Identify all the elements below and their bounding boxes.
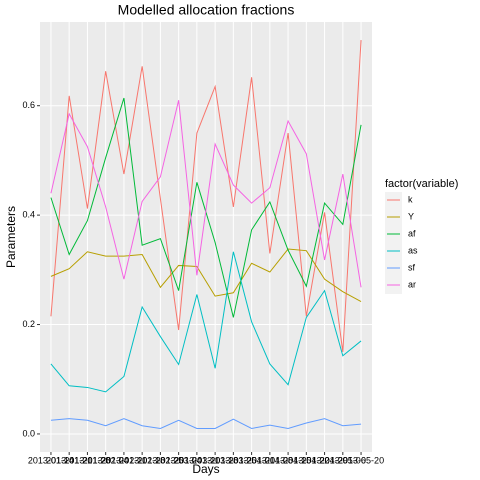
- legend-label: sf: [408, 262, 416, 272]
- x-tick-label: 2013-02-18: [119, 455, 165, 465]
- x-tick-label: 2013-04-08: [247, 455, 293, 465]
- x-tick-label: 2013-04-29: [302, 455, 348, 465]
- legend-label: Y: [408, 211, 414, 221]
- legend-label: as: [408, 245, 418, 255]
- legend-label: ar: [408, 279, 416, 289]
- x-tick-label: 2013-05-20: [338, 455, 384, 465]
- legend-title: factor(variable): [385, 178, 458, 190]
- panel: [40, 22, 372, 452]
- x-tick-label: 2013-03-25: [210, 455, 256, 465]
- x-tick-label: 2013-02-25: [137, 455, 183, 465]
- x-tick-label: 2013-05-06: [320, 455, 366, 465]
- line: [50, 100, 362, 288]
- x-tick-label: 2013-01-14: [28, 455, 74, 465]
- x-axis-label: Days: [192, 462, 219, 476]
- x-tick-label: 2013-02-11: [101, 455, 146, 465]
- y-tick-label: 0.0: [22, 428, 35, 438]
- line: [50, 251, 362, 393]
- x-tick-label: 2013-02-04: [83, 455, 129, 465]
- line: [50, 40, 362, 352]
- line: [50, 418, 362, 429]
- x-tick-label: 2013-04-01: [229, 455, 275, 465]
- x-tick-label: 2013-04-15: [265, 455, 311, 465]
- y-tick-label: 0.6: [22, 100, 35, 110]
- legend-label: k: [408, 194, 413, 204]
- y-tick-label: 0.4: [22, 209, 35, 219]
- line: [50, 248, 362, 302]
- x-tick-label: 2013-03-04: [156, 455, 202, 465]
- y-axis-label: Parameters: [4, 206, 18, 268]
- x-tick-label: 2013-03-18: [192, 455, 238, 465]
- y-tick-label: 0.2: [22, 319, 35, 329]
- x-tick-label: 2013-01-28: [64, 455, 110, 465]
- x-tick-label: 2013-03-11: [174, 455, 219, 465]
- chart-title: Modelled allocation fractions: [118, 2, 295, 18]
- x-tick-label: 2013-04-22: [283, 455, 329, 465]
- x-tick-label: 2013-01-21: [46, 455, 92, 465]
- legend-label: af: [408, 228, 416, 238]
